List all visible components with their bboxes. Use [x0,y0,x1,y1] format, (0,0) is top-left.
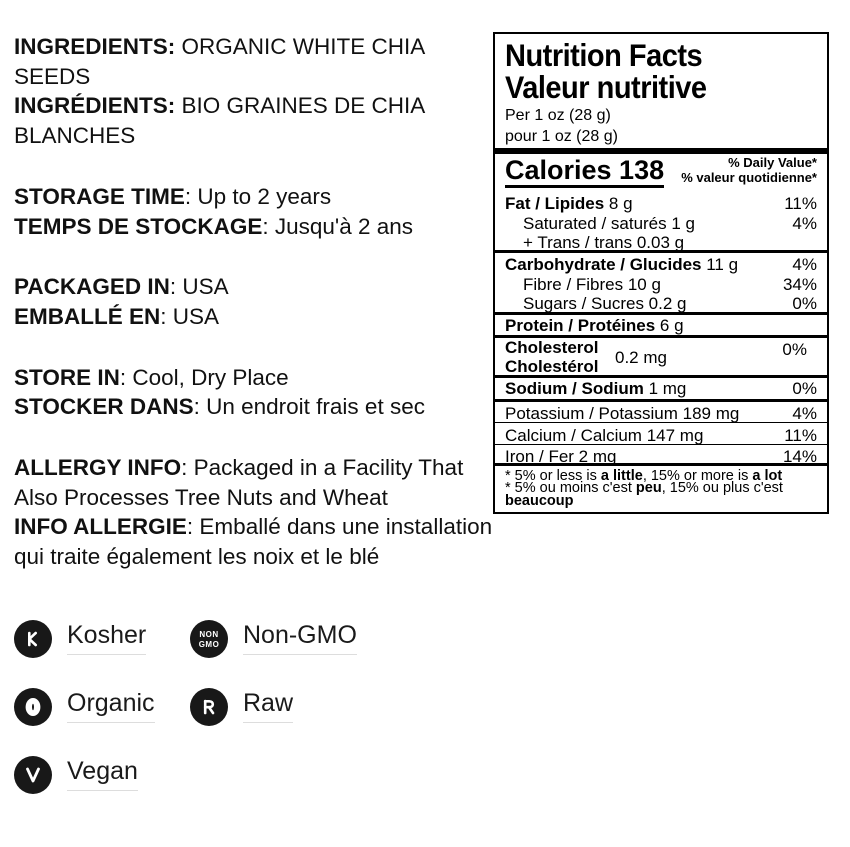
svg-text:GMO: GMO [199,640,220,649]
svg-text:NON: NON [199,630,218,639]
